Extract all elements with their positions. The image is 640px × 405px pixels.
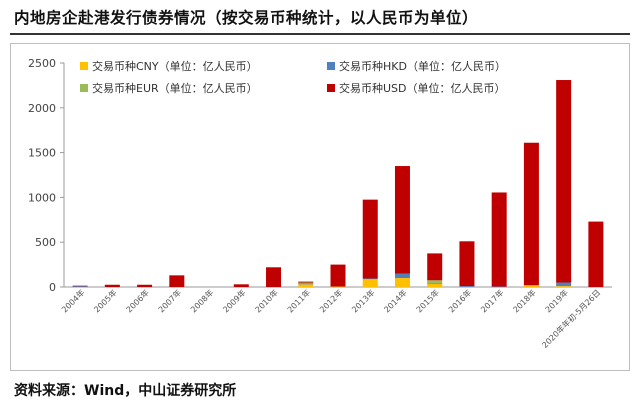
plot-frame	[10, 43, 630, 371]
bar-segment-usd	[233, 284, 249, 287]
bar-segment-cny	[523, 285, 539, 287]
legend-swatch	[80, 62, 88, 70]
x-tick-label: 2014年	[382, 287, 409, 314]
bar-segment-eur	[427, 280, 443, 283]
bar-segment-usd	[298, 281, 314, 283]
chart-title: 内地房企赴港发行债券情况（按交易币种统计，以人民币为单位）	[14, 9, 479, 27]
legend-swatch	[327, 84, 335, 92]
x-tick-label: 2018年	[511, 287, 538, 314]
x-tick-label: 2016年	[446, 287, 473, 314]
y-tick-label: 1500	[28, 147, 56, 160]
bar-segment-usd	[362, 199, 378, 279]
legend-label: 交易币种CNY（单位：亿人民币）	[92, 59, 258, 73]
bar-segment-usd	[72, 285, 88, 287]
x-tick-label: 2013年	[350, 287, 377, 314]
title-divider	[10, 33, 630, 35]
x-tick-label: 2008年	[188, 287, 215, 314]
bar-segment-usd	[169, 275, 185, 287]
y-tick-label: 2500	[28, 57, 56, 70]
bar-segment-hkd	[394, 273, 410, 279]
x-tick-label: 2005年	[92, 287, 119, 314]
bar-segment-usd	[588, 221, 604, 287]
x-tick-label: 2019年	[543, 287, 570, 314]
bar-segment-usd	[523, 142, 539, 286]
bar-segment-usd	[104, 284, 120, 287]
bar-segment-usd	[137, 284, 153, 287]
x-tick-label: 2009年	[221, 287, 248, 314]
legend-label: 交易币种HKD（单位：亿人民币）	[339, 59, 506, 73]
bar-segment-cny	[298, 284, 314, 287]
x-tick-label: 2004年	[59, 287, 86, 314]
bar-segment-hkd	[491, 286, 507, 288]
legend-label: 交易币种USD（单位：亿人民币）	[339, 81, 506, 95]
source-note: 资料来源：Wind，中山证券研究所	[14, 383, 237, 399]
legend-swatch	[327, 62, 335, 70]
bar-segment-hkd	[427, 282, 443, 284]
bar-segment-hkd	[72, 286, 88, 287]
x-tick-label: 2010年	[253, 287, 280, 314]
bar-segment-cny	[427, 283, 443, 287]
bar-segment-usd	[427, 253, 443, 281]
bar-segment-eur	[298, 282, 314, 284]
x-tick-label: 2015年	[414, 287, 441, 314]
bar-segment-cny	[362, 278, 378, 287]
y-tick-label: 500	[35, 236, 56, 249]
x-tick-label: 2011年	[285, 287, 312, 314]
bar-segment-hkd	[459, 286, 475, 287]
x-tick-label: 2007年	[156, 287, 183, 314]
y-tick-label: 1000	[28, 191, 56, 204]
bar-segment-hkd	[362, 278, 378, 280]
legend-label: 交易币种EUR（单位：亿人民币）	[92, 81, 258, 95]
x-tick-label: 2020年年初-5月26日	[540, 287, 603, 350]
bar-segment-usd	[330, 264, 346, 287]
bar-segment-usd	[266, 267, 282, 287]
bar-segment-cny	[330, 286, 346, 288]
bar-segment-hkd	[298, 283, 314, 285]
y-tick-label: 2000	[28, 102, 56, 115]
bar-segment-usd	[459, 241, 475, 287]
bar-segment-usd	[394, 166, 410, 274]
x-tick-label: 2017年	[478, 287, 505, 314]
bar-segment-usd	[556, 80, 572, 283]
x-tick-label: 2006年	[124, 287, 151, 314]
bar-segment-cny	[556, 286, 572, 287]
x-tick-label: 2012年	[317, 287, 344, 314]
bar-segment-cny	[394, 278, 410, 287]
legend-swatch	[80, 84, 88, 92]
bar-segment-usd	[491, 192, 507, 287]
bar-segment-hkd	[556, 282, 572, 287]
y-tick-label: 0	[49, 281, 56, 294]
